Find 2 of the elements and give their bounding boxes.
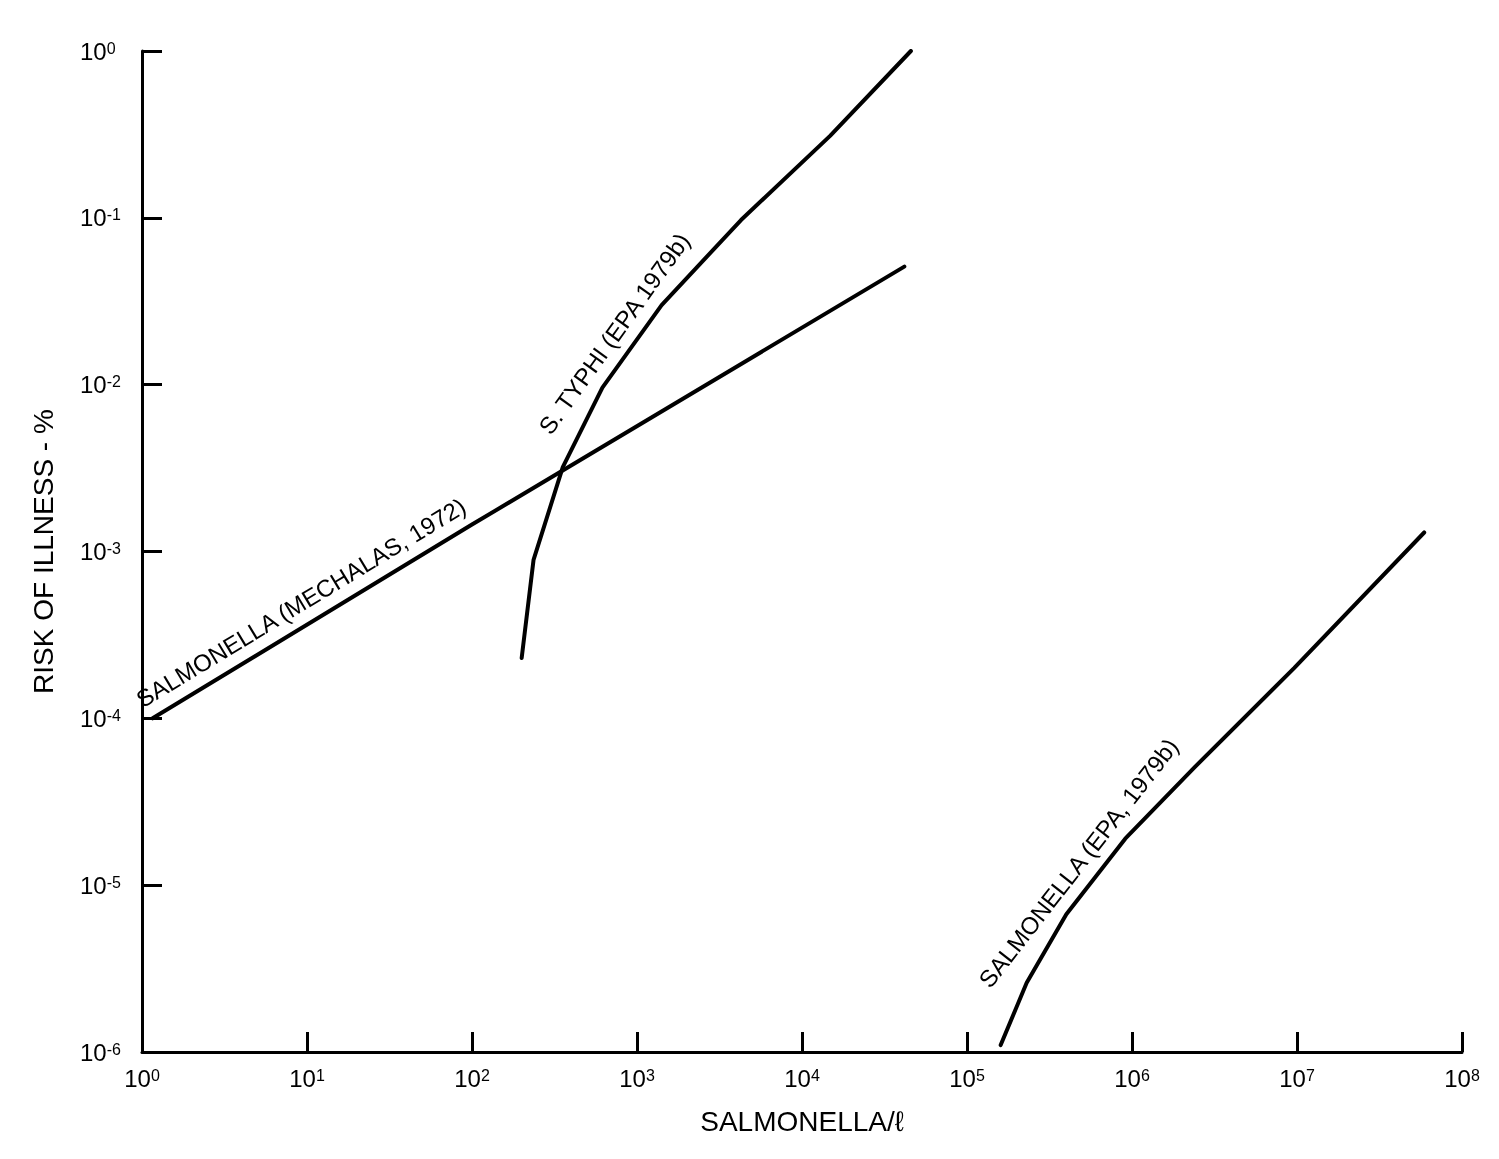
y-axis-title: RISK OF ILLNESS - % [27, 409, 59, 694]
x-axis-title: SALMONELLA/ℓ [700, 1105, 904, 1137]
